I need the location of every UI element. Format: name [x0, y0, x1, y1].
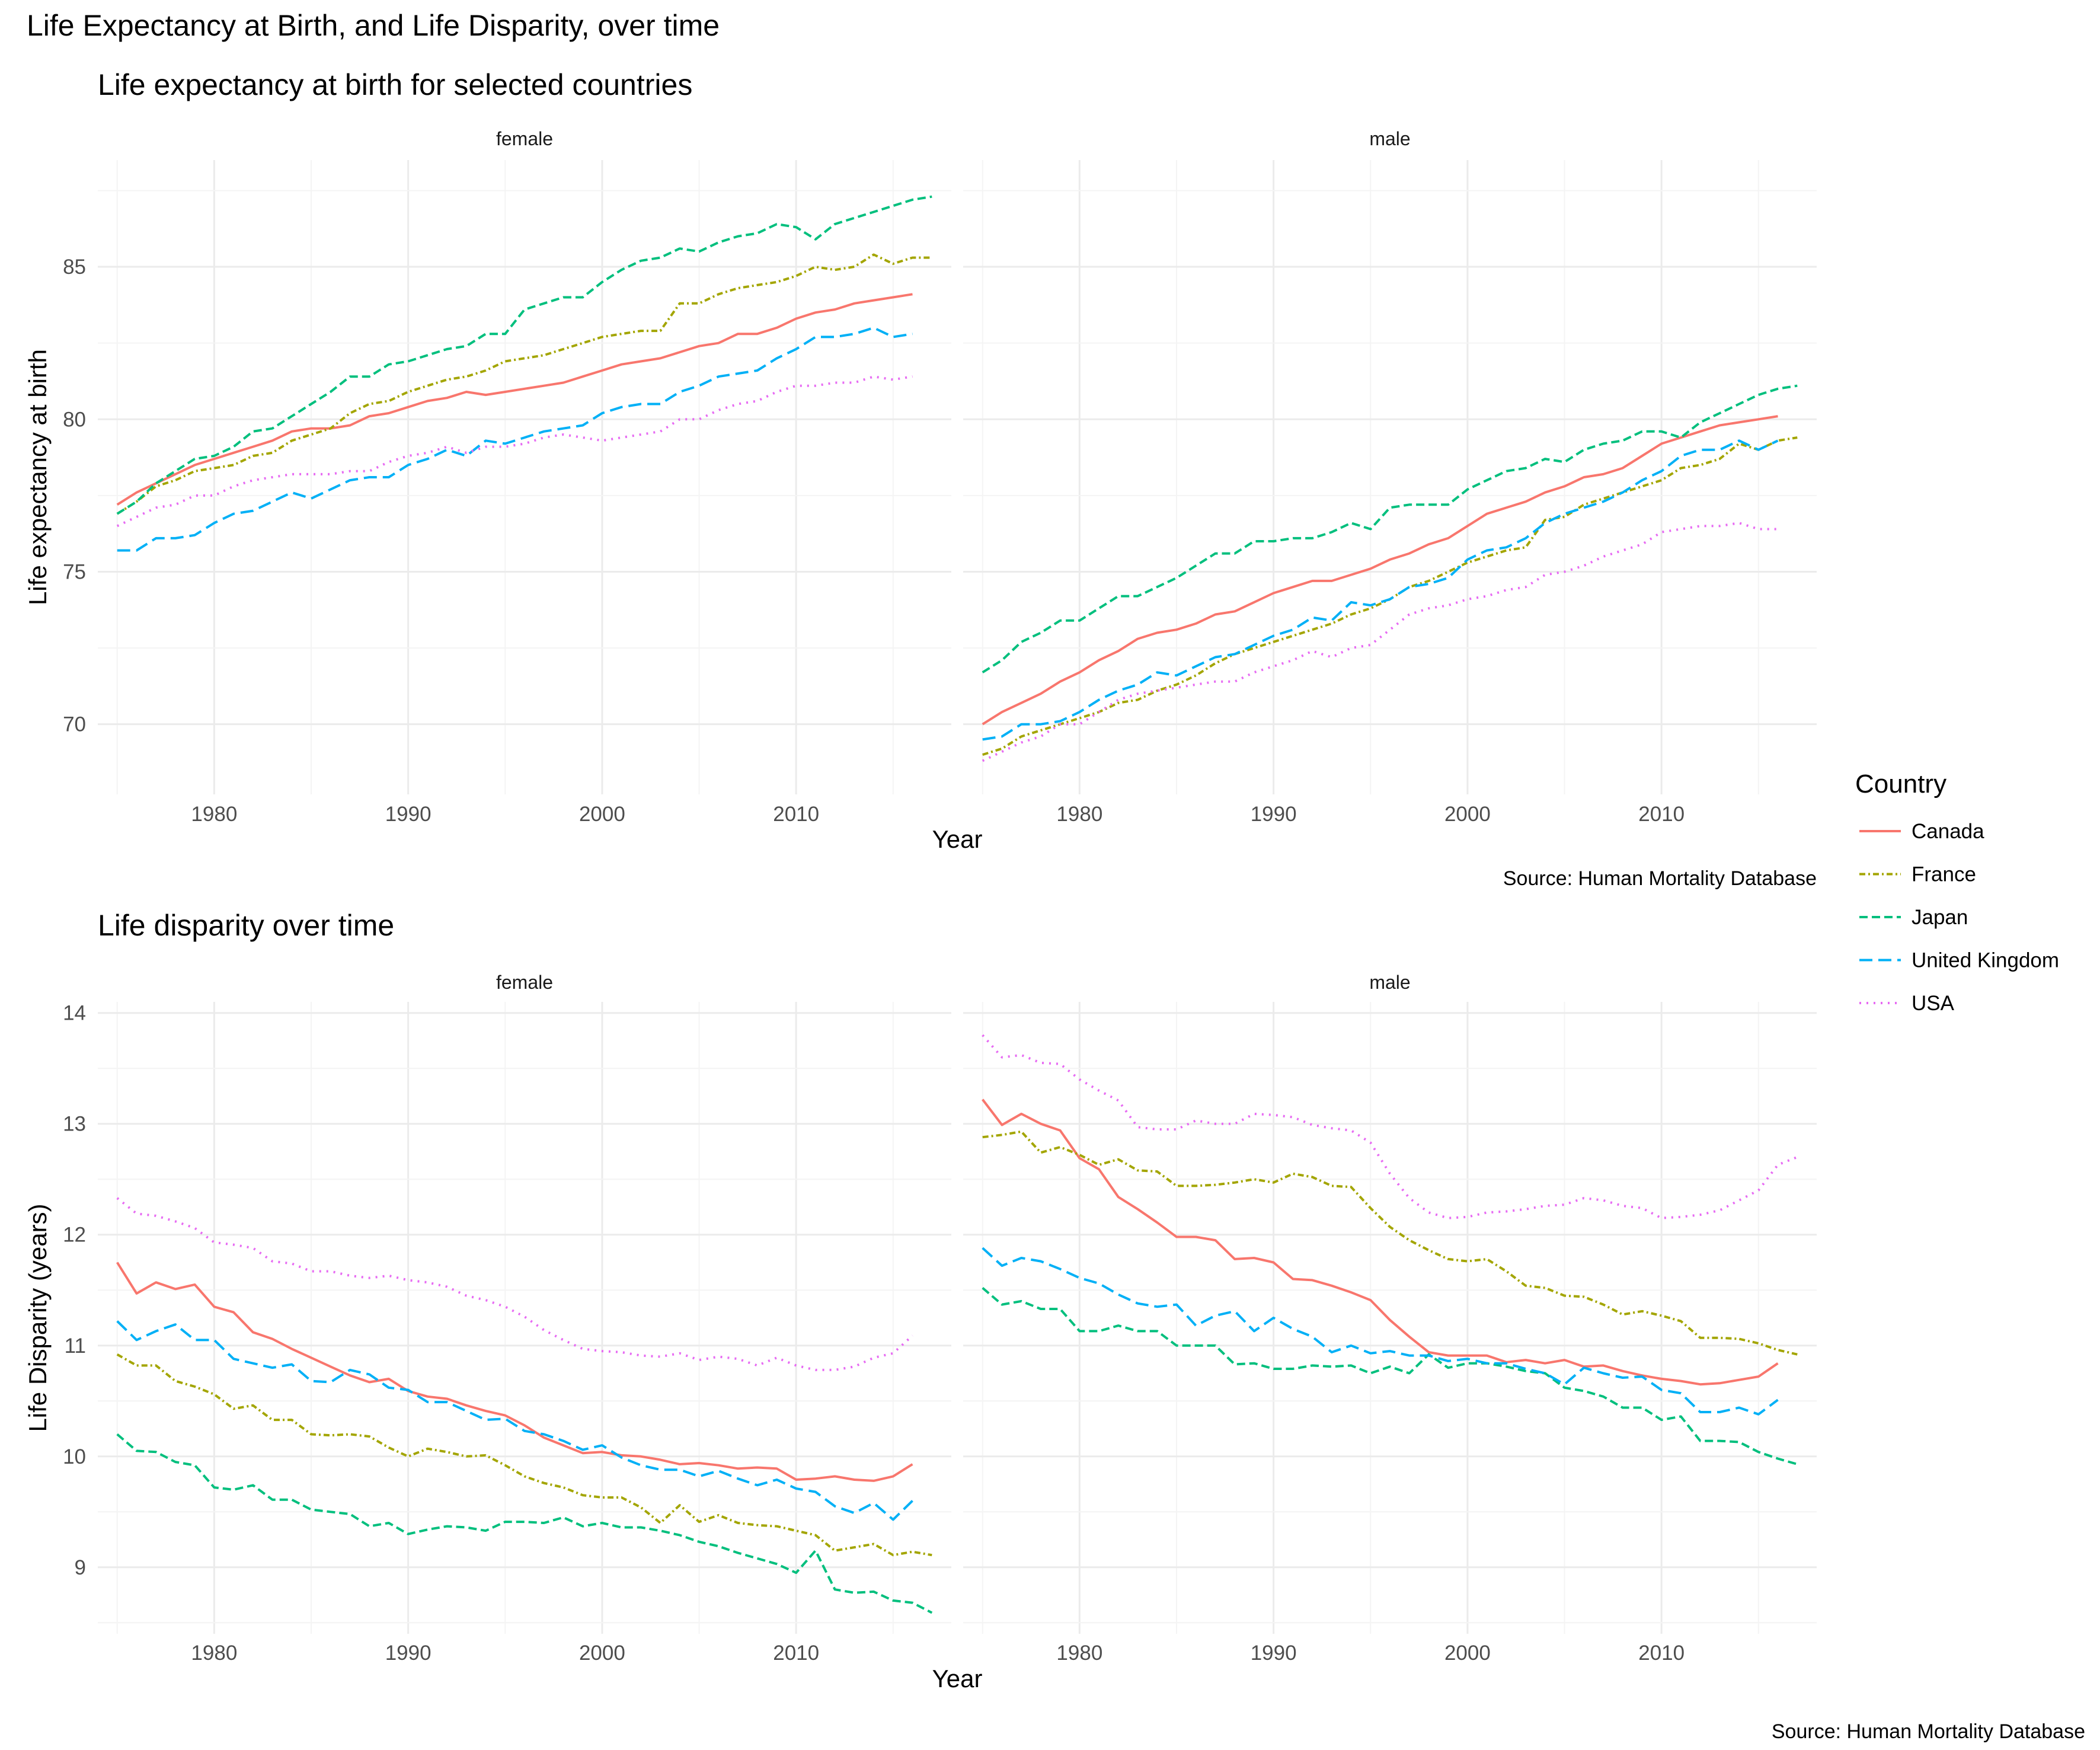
- y-tick-label: 9: [75, 1556, 86, 1579]
- legend-label: USA: [1912, 992, 1955, 1015]
- x-tick-label: 2010: [773, 1642, 819, 1665]
- series-line-united-kingdom: [982, 1247, 1779, 1416]
- series-line-france: [116, 1353, 932, 1557]
- legend-label: United Kingdom: [1912, 949, 2059, 972]
- x-tick-label: 1990: [1251, 1642, 1297, 1665]
- series-line-japan: [982, 384, 1798, 673]
- series-line-usa: [982, 522, 1778, 762]
- caption: Source: Human Mortality Database: [1503, 867, 1817, 890]
- series-line-france: [116, 253, 932, 515]
- y-tick-label: 12: [63, 1224, 86, 1247]
- y-tick-label: 80: [63, 408, 86, 431]
- strip-label: male: [1369, 972, 1410, 993]
- x-tick-label: 1980: [1056, 1642, 1102, 1665]
- gridlines: [98, 1002, 951, 1634]
- strip-label: female: [496, 972, 553, 993]
- chart-title: Life disparity over time: [98, 909, 394, 942]
- y-tick-label: 11: [65, 1334, 86, 1358]
- series-line-usa: [982, 1034, 1798, 1219]
- legend-item: Japan: [1859, 906, 1968, 929]
- chart-1: Life expectancy at birth for selected co…: [24, 68, 1817, 890]
- x-tick-label: 2010: [773, 803, 819, 826]
- series-line-united-kingdom: [117, 326, 913, 552]
- plots: Life expectancy at birth for selected co…: [24, 68, 2085, 1743]
- y-tick-label: 13: [63, 1113, 86, 1136]
- series-line-canada: [982, 1098, 1779, 1386]
- y-axis-title: Life Disparity (years): [24, 1203, 52, 1432]
- panel-male: male 1980 1990 2000 2010: [963, 128, 1817, 826]
- chart-title: Life expectancy at birth for selected co…: [98, 68, 692, 101]
- chart-2: Life disparity over time Life Disparity (…: [24, 909, 2085, 1743]
- legend-item: United Kingdom: [1859, 949, 2059, 972]
- y-tick-label: 75: [63, 560, 86, 583]
- series-line-usa: [116, 375, 913, 528]
- y-tick-label: 70: [63, 713, 86, 736]
- panel-female: female 1980 1990 2000 2010 9 10 11 12 13 14: [63, 972, 951, 1665]
- y-tick-label: 10: [63, 1445, 86, 1468]
- legend-label: France: [1912, 863, 1976, 886]
- series-line-france: [982, 1130, 1798, 1356]
- figure-title: Life Expectancy at Birth, and Life Dispa…: [27, 9, 720, 42]
- panel-female: female 1980 1990 2000 2010 70 75 80 85: [63, 128, 951, 826]
- x-tick-label: 2010: [1638, 1642, 1685, 1665]
- legend-label: Canada: [1912, 820, 1984, 843]
- y-tick-label: 14: [63, 1002, 86, 1025]
- series-line-japan: [982, 1286, 1798, 1465]
- strip-label: female: [496, 128, 553, 149]
- legend: Country Canada France Japan United Kingdom US…: [1855, 769, 2059, 1015]
- series-line-canada: [982, 415, 1778, 726]
- legend-label: Japan: [1912, 906, 1968, 929]
- caption: Source: Human Mortality Database: [1772, 1720, 2085, 1743]
- x-tick-label: 1990: [1251, 803, 1297, 826]
- series-line-japan: [116, 195, 932, 515]
- x-tick-label: 1990: [385, 1642, 431, 1665]
- x-tick-label: 1990: [385, 803, 431, 826]
- legend-item: France: [1859, 863, 1976, 886]
- series-line-united-kingdom: [982, 439, 1779, 741]
- x-tick-label: 1980: [191, 803, 237, 826]
- panel-male: male 1980 1990 2000 2010: [963, 972, 1817, 1665]
- legend-item: Canada: [1859, 820, 1984, 843]
- x-axis-title: Year: [932, 825, 983, 853]
- x-tick-label: 2010: [1638, 803, 1685, 826]
- x-tick-label: 2000: [579, 1642, 625, 1665]
- x-tick-label: 1980: [191, 1642, 237, 1665]
- x-tick-label: 2000: [1444, 1642, 1491, 1665]
- x-axis-title: Year: [932, 1665, 983, 1692]
- series-line-canada: [116, 293, 913, 506]
- x-tick-label: 2000: [579, 803, 625, 826]
- gridlines: [98, 160, 951, 794]
- y-tick-label: 85: [63, 256, 86, 279]
- gridlines: [963, 160, 1817, 794]
- legend-title: Country: [1855, 769, 1946, 799]
- x-tick-label: 2000: [1444, 803, 1491, 826]
- series-line-japan: [116, 1433, 933, 1614]
- series-line-united-kingdom: [116, 1320, 913, 1521]
- legend-item: USA: [1859, 992, 1955, 1015]
- strip-label: male: [1369, 128, 1410, 149]
- y-axis-title: Life expectancy at birth: [24, 349, 52, 605]
- x-tick-label: 1980: [1056, 803, 1102, 826]
- gridlines: [963, 1002, 1817, 1634]
- series-line-canada: [116, 1262, 913, 1482]
